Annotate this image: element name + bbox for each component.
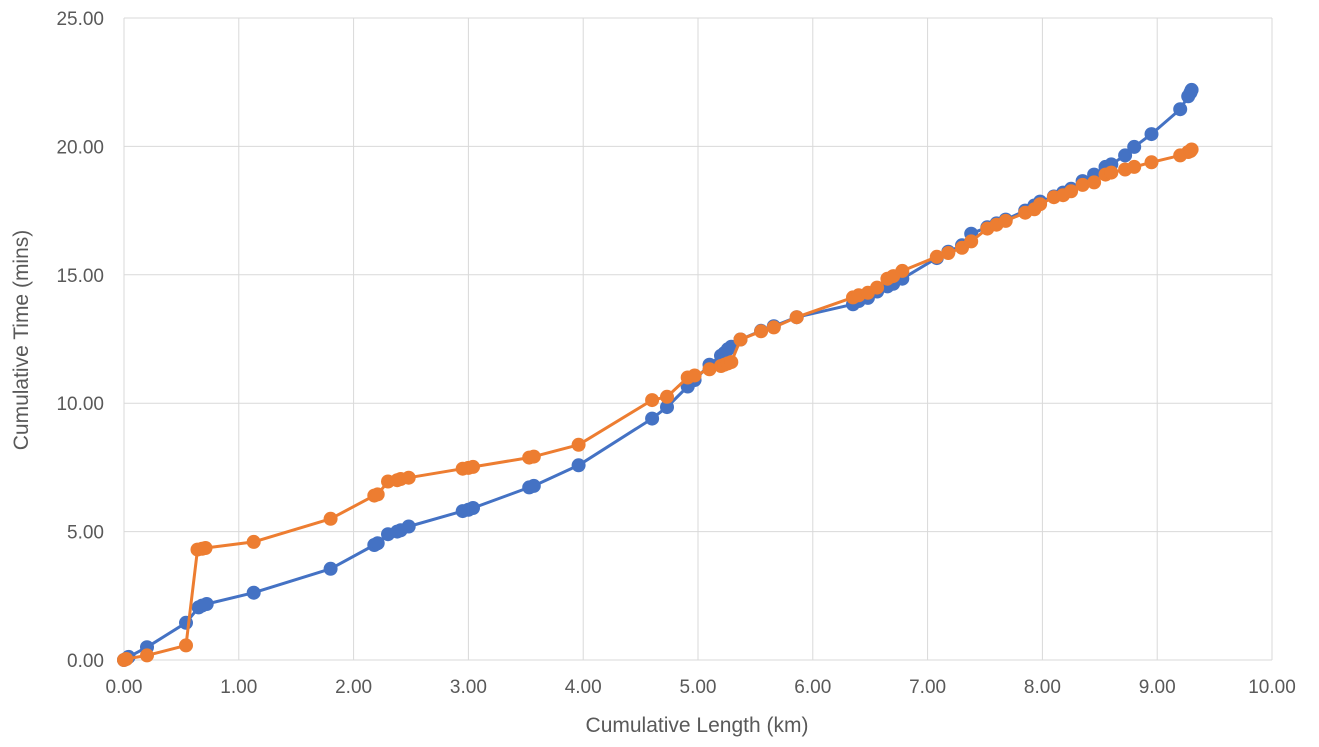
data-point — [1087, 175, 1102, 190]
x-tick-label: 0.00 — [106, 677, 143, 698]
y-axis-title: Cumulative Time (mins) — [10, 230, 33, 451]
data-point — [645, 393, 660, 408]
y-tick-label: 10.00 — [56, 394, 104, 415]
data-point — [733, 332, 748, 347]
x-tick-label: 3.00 — [450, 677, 487, 698]
x-tick-label: 10.00 — [1248, 677, 1296, 698]
series-line — [123, 89, 1193, 662]
x-tick-label: 5.00 — [680, 677, 717, 698]
y-tick-label: 5.00 — [67, 523, 104, 544]
data-point — [466, 459, 480, 474]
data-point — [1127, 139, 1142, 154]
y-tick-label: 20.00 — [56, 137, 104, 158]
data-point — [1127, 159, 1142, 174]
y-tick-label: 25.00 — [56, 9, 104, 30]
x-axis-title: Cumulative Length (km) — [586, 714, 809, 737]
data-point — [466, 501, 480, 515]
data-point — [1173, 102, 1188, 117]
x-tick-label: 2.00 — [335, 677, 372, 698]
data-point — [323, 511, 338, 526]
data-point — [895, 263, 910, 278]
data-point — [998, 213, 1013, 228]
gridlines — [123, 17, 1273, 661]
data-point — [199, 597, 214, 611]
x-tick-label: 9.00 — [1139, 677, 1176, 698]
x-tick-label: 7.00 — [909, 677, 946, 698]
data-point — [941, 246, 956, 260]
data-point — [179, 615, 193, 630]
data-point — [1144, 155, 1159, 170]
data-point — [1144, 127, 1159, 142]
data-point — [754, 324, 769, 339]
data-point — [198, 541, 213, 555]
data-point — [119, 652, 134, 666]
x-tick-label: 8.00 — [1024, 677, 1061, 698]
data-point — [964, 234, 979, 249]
data-point — [571, 458, 586, 473]
data-point — [1064, 184, 1079, 199]
data-point — [526, 478, 541, 493]
y-tick-label: 0.00 — [67, 651, 104, 672]
data-point — [246, 585, 261, 600]
data-point — [660, 389, 674, 404]
series-2 — [117, 142, 1199, 667]
data-point — [789, 310, 804, 325]
data-point — [246, 534, 261, 549]
data-point — [526, 449, 541, 464]
y-tick-label: 15.00 — [56, 266, 104, 287]
data-point — [724, 355, 739, 370]
data-point — [1104, 165, 1119, 180]
data-point — [1184, 142, 1199, 157]
data-point — [687, 368, 702, 383]
series-group — [117, 82, 1199, 667]
data-point — [645, 411, 660, 426]
data-point — [1118, 148, 1133, 163]
data-point — [870, 280, 885, 295]
data-point — [660, 400, 674, 415]
data-point — [766, 320, 781, 335]
data-point — [323, 561, 338, 576]
x-tick-label: 6.00 — [794, 677, 831, 698]
series-1 — [117, 82, 1199, 667]
data-point — [401, 470, 416, 485]
data-point — [1184, 82, 1199, 97]
data-point — [702, 362, 717, 377]
data-point — [140, 648, 154, 663]
data-point — [929, 249, 944, 264]
data-point — [179, 638, 193, 653]
data-point — [370, 536, 385, 551]
data-point — [370, 487, 385, 502]
data-point — [1075, 177, 1090, 192]
x-axis-ticks: 0.00 1.00 2.00 3.00 4.00 5.00 6.00 7.00 8.00 9.00… — [106, 677, 1296, 698]
data-point — [1033, 197, 1048, 212]
data-point — [401, 519, 416, 534]
x-tick-label: 1.00 — [220, 677, 257, 698]
data-point — [571, 437, 586, 452]
y-axis-ticks: 0.00 5.00 10.00 15.00 20.00 25.00 — [56, 9, 104, 672]
x-tick-label: 4.00 — [565, 677, 602, 698]
